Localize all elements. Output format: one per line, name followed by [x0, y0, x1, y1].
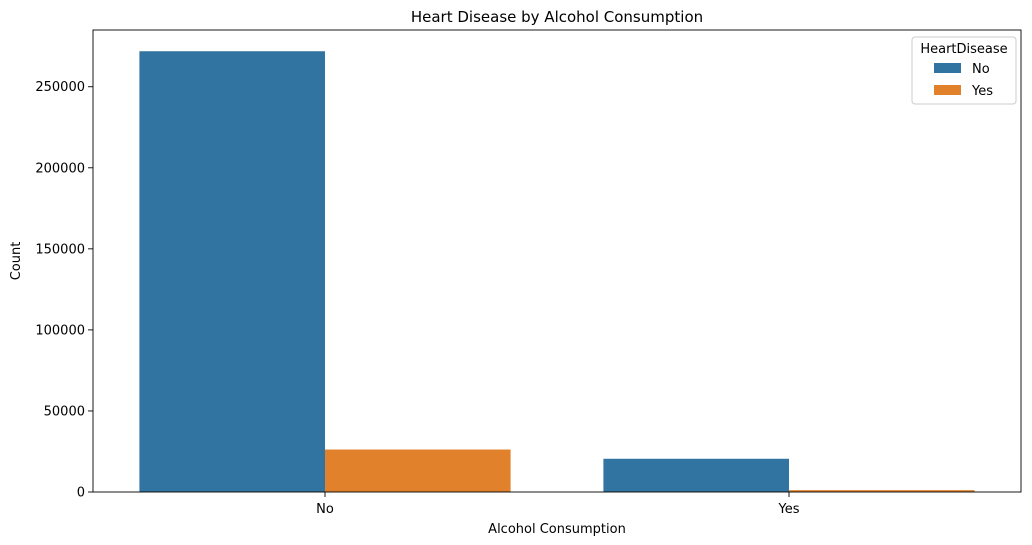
legend-swatch-no	[934, 63, 961, 73]
y-axis: 0 50000 100000 150000 200000 250000	[35, 80, 93, 501]
bars-group	[139, 51, 975, 493]
y-tick-label: 250000	[35, 80, 85, 95]
legend-swatch-yes	[934, 85, 961, 95]
bar-no-no	[139, 51, 325, 493]
x-axis-label: Alcohol Consumption	[488, 522, 626, 537]
bar-yes-yes	[789, 490, 975, 492]
plot-frame	[92, 29, 1022, 493]
y-axis-label: Count	[9, 242, 24, 281]
legend-label-yes: Yes	[971, 84, 993, 99]
legend: HeartDisease No Yes	[911, 36, 1017, 105]
x-tick-label-no: No	[316, 502, 334, 517]
x-axis: No Yes	[316, 492, 800, 517]
bar-yes-no	[603, 458, 789, 492]
y-tick-label: 150000	[35, 242, 85, 257]
y-tick-label: 100000	[35, 323, 85, 338]
chart-title: Heart Disease by Alcohol Consumption	[411, 8, 703, 26]
y-tick-label: 0	[77, 486, 85, 501]
legend-title: HeartDisease	[920, 42, 1007, 57]
bar-no-yes	[325, 449, 511, 492]
legend-label-no: No	[972, 62, 990, 77]
x-tick-label-yes: Yes	[778, 502, 800, 517]
y-tick-label: 50000	[44, 404, 85, 419]
y-tick-label: 200000	[35, 161, 85, 176]
